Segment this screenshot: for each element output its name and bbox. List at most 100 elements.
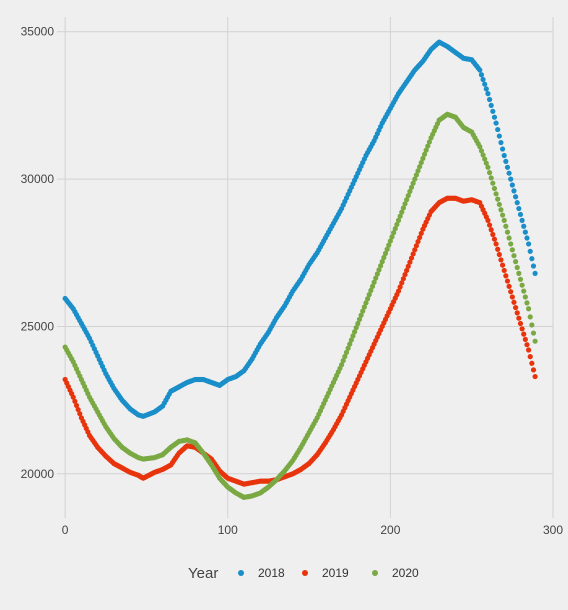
data-point xyxy=(514,310,520,316)
y-tick-label: 35000 xyxy=(21,25,55,39)
data-point xyxy=(405,192,411,199)
data-point xyxy=(368,287,374,294)
data-point xyxy=(410,180,416,186)
data-point xyxy=(360,308,366,314)
data-point xyxy=(498,139,504,146)
data-point xyxy=(485,91,491,97)
data-point xyxy=(529,360,535,366)
data-point xyxy=(522,336,528,343)
series-2020 xyxy=(62,111,538,500)
data-point xyxy=(513,194,519,200)
data-point xyxy=(72,398,78,404)
data-points xyxy=(62,39,538,500)
data-point xyxy=(499,262,506,268)
x-tick-label: 300 xyxy=(543,523,563,537)
data-point xyxy=(493,120,499,126)
data-point xyxy=(529,256,535,262)
data-point xyxy=(517,211,524,218)
data-point xyxy=(482,156,488,162)
data-point xyxy=(496,133,502,139)
data-point xyxy=(526,347,532,353)
data-point xyxy=(529,322,535,328)
x-tick-label: 200 xyxy=(380,523,400,537)
data-point xyxy=(374,271,380,277)
data-point xyxy=(521,331,527,337)
data-point xyxy=(483,160,489,166)
x-axis-ticks: 0 100 200 300 xyxy=(62,523,564,537)
data-point xyxy=(413,172,419,178)
data-point xyxy=(482,81,488,87)
data-point xyxy=(522,229,528,235)
data-point xyxy=(402,201,408,207)
data-point xyxy=(426,139,433,145)
y-tick-label: 25000 xyxy=(21,319,55,333)
data-point xyxy=(493,191,499,197)
data-point xyxy=(506,170,512,176)
data-point xyxy=(397,213,403,219)
data-point xyxy=(504,278,511,284)
data-point xyxy=(340,358,346,364)
data-point xyxy=(415,168,421,174)
data-point xyxy=(530,263,537,269)
data-point xyxy=(527,314,533,320)
data-point xyxy=(376,267,382,273)
data-point xyxy=(504,164,511,170)
data-point xyxy=(405,263,411,269)
data-point xyxy=(485,164,491,170)
data-point xyxy=(402,271,408,278)
data-point xyxy=(491,185,498,192)
data-point xyxy=(490,231,496,238)
data-point xyxy=(75,406,81,413)
data-point xyxy=(410,251,416,257)
data-point xyxy=(389,234,395,240)
data-point xyxy=(480,76,486,83)
data-point xyxy=(347,341,353,347)
data-point xyxy=(350,333,356,339)
data-point xyxy=(423,147,429,153)
data-point xyxy=(519,326,525,332)
data-point xyxy=(421,151,428,157)
data-point xyxy=(491,236,498,242)
data-point xyxy=(480,152,486,158)
data-point xyxy=(413,243,419,249)
data-point xyxy=(527,248,533,254)
data-point xyxy=(496,201,502,208)
data-point xyxy=(369,283,376,289)
data-point xyxy=(342,353,348,360)
data-point xyxy=(404,267,410,274)
data-point xyxy=(501,217,507,223)
data-point xyxy=(501,267,507,274)
data-point xyxy=(478,72,485,78)
data-point xyxy=(378,263,384,269)
x-tick-label: 0 xyxy=(62,523,69,537)
data-point xyxy=(365,296,371,302)
data-point xyxy=(516,270,522,276)
legend-title: Year xyxy=(188,565,218,582)
legend-label-2019: 2019 xyxy=(322,566,349,580)
data-point xyxy=(394,221,400,228)
series-2018 xyxy=(62,39,538,419)
x-tick-label: 100 xyxy=(218,523,238,537)
data-point xyxy=(379,259,385,265)
data-point xyxy=(478,148,485,154)
data-point xyxy=(508,176,514,182)
y-tick-label: 20000 xyxy=(21,467,55,481)
data-point xyxy=(524,235,530,241)
data-point xyxy=(486,96,493,103)
data-point xyxy=(348,337,354,343)
data-point xyxy=(496,251,502,258)
data-point xyxy=(408,184,415,190)
data-point xyxy=(508,289,514,295)
data-point xyxy=(516,205,522,212)
data-point xyxy=(425,143,431,149)
data-point xyxy=(503,223,509,229)
data-point xyxy=(490,108,496,114)
legend: Year 2018 2019 2020 xyxy=(188,565,419,582)
data-point xyxy=(352,329,358,335)
data-point xyxy=(511,188,517,194)
data-point xyxy=(493,241,499,247)
data-point xyxy=(387,238,393,244)
y-axis-ticks: 20000 25000 30000 35000 xyxy=(21,25,55,481)
data-point xyxy=(513,259,519,265)
